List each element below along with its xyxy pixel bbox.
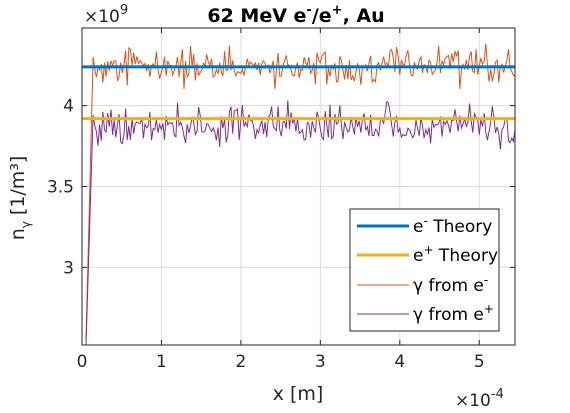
legend-box (349, 208, 500, 332)
x-tick-label: 0 (77, 352, 88, 372)
y-tick-label: 3 (63, 258, 74, 278)
x-tick-label: 2 (235, 352, 246, 372)
x-tick-label: 3 (315, 352, 326, 372)
series-line-gamma-from-e-minus (85, 43, 515, 341)
legend-label-gamma-from-e-plus: γ from e+ (413, 302, 494, 325)
y-axis-label: nγ[1/m³] (7, 156, 33, 241)
x-tick-label: 4 (394, 352, 405, 372)
x-tick-label: 5 (474, 352, 485, 372)
x-tick-label: 1 (156, 352, 167, 372)
y-multiplier: ×109 (84, 3, 128, 27)
series-line-gamma-from-e-plus (85, 100, 515, 345)
legend-label-gamma-from-e-minus: γ from e- (413, 273, 488, 296)
legend-label-e-minus-theory: e- Theory (413, 214, 492, 237)
series-group (82, 43, 515, 345)
y-tick-label: 4 (63, 97, 74, 117)
ticks: 0 1 2 3 4 5 3 3.5 4 (47, 28, 515, 372)
legend-label-e-plus-theory: e+ Theory (413, 243, 498, 266)
x-multiplier: ×10-4 (455, 387, 504, 411)
x-axis-label: x [m] (273, 383, 324, 405)
y-tick-label: 3.5 (47, 178, 74, 198)
legend: e- Theory e+ Theory γ from e- γ from e+ (349, 208, 500, 332)
chart-title: 62 MeV e-/e+, Au (207, 3, 384, 27)
